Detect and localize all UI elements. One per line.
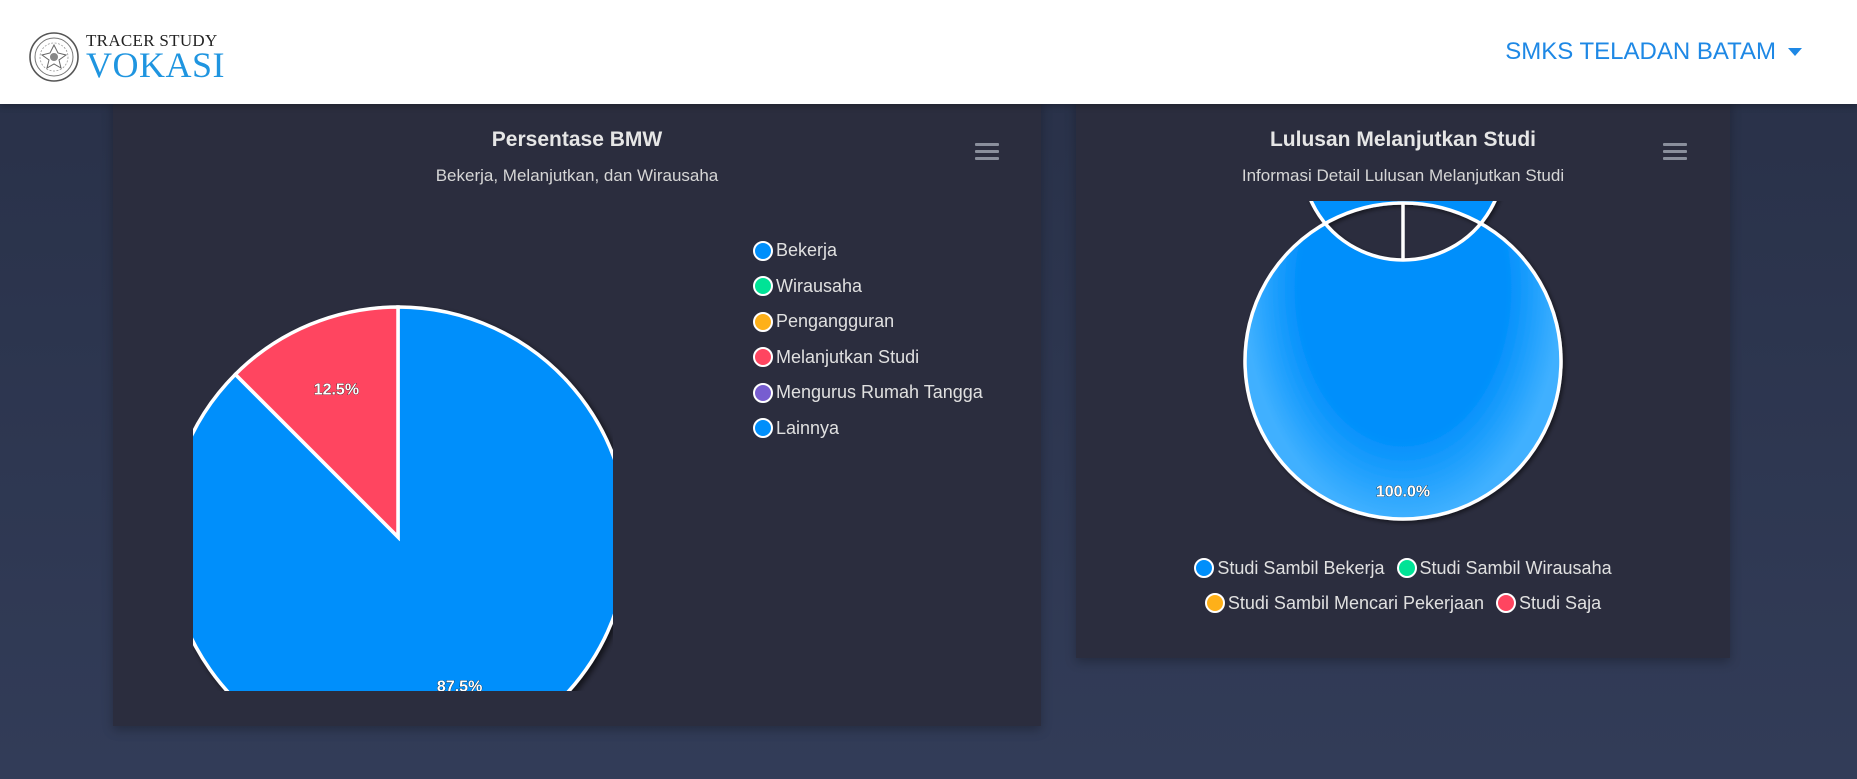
legend-item-studi-sambil-wirausaha[interactable]: Studi Sambil Wirausaha <box>1396 556 1612 580</box>
legend-item-studi-sambil-bekerja[interactable]: Studi Sambil Bekerja <box>1194 556 1385 580</box>
bmw-chart-subtitle: Bekerja, Melanjutkan, dan Wirausaha <box>435 166 719 185</box>
legend-item-studi-saja[interactable]: Studi Saja <box>1496 591 1601 615</box>
caret-down-icon <box>1788 48 1802 56</box>
legend-marker-icon <box>1396 558 1417 578</box>
legend-item-studi-sambil-mencari-pekerjaan[interactable]: Studi Sambil Mencari Pekerjaan <box>1204 591 1485 615</box>
data-label-studi-sambil-bekerja: 100.0% <box>1376 484 1430 501</box>
legend-label: Studi Sambil Bekerja <box>1217 557 1385 578</box>
brand-subtitle: TRACER STUDY <box>86 31 218 50</box>
legend-marker-icon <box>753 382 773 403</box>
bmw-legend: Bekerja Wirausaha Pengangguran Melanjutkan … <box>753 233 983 446</box>
legend-marker-icon <box>1496 593 1517 613</box>
studi-chart-title: Lulusan Melanjutkan Studi <box>1269 128 1537 151</box>
studi-chart-subtitle: Informasi Detail Lulusan Melanjutkan Stu… <box>1241 166 1565 185</box>
top-navbar: TRACER STUDY VOKASI SMKS TELADAN BATAM <box>0 0 1857 104</box>
legend-item-bekerja[interactable]: Bekerja <box>753 233 983 269</box>
studi-legend: Studi Sambil Bekerja Studi Sambil Wirausa… <box>1076 556 1730 626</box>
legend-marker-icon <box>1194 558 1215 578</box>
brand-logo[interactable]: TRACER STUDY VOKASI <box>28 30 225 83</box>
legend-marker-icon <box>753 311 773 332</box>
legend-label: Lainnya <box>776 417 840 438</box>
school-dropdown-label: SMKS TELADAN BATAM <box>1505 38 1776 65</box>
legend-label: Studi Sambil Mencari Pekerjaan <box>1227 592 1485 613</box>
legend-item-pengangguran[interactable]: Pengangguran <box>753 304 983 340</box>
legend-label: Studi Sambil Wirausaha <box>1419 557 1612 578</box>
bmw-pie-chart: 87.5% 12.5% <box>193 305 613 691</box>
legend-marker-icon <box>753 418 773 439</box>
studi-chart-card: Lulusan Melanjutkan Studi Informasi Deta… <box>1076 96 1730 658</box>
legend-label: Bekerja <box>776 240 838 261</box>
donut-slice-studi-sambil-bekerja[interactable] <box>1243 201 1563 521</box>
legend-item-lainnya[interactable]: Lainnya <box>753 411 983 447</box>
legend-marker-icon <box>753 347 773 368</box>
legend-row: Studi Sambil Mencari Pekerjaan Studi Saja <box>1076 591 1730 615</box>
legend-label: Wirausaha <box>776 275 863 296</box>
legend-marker-icon <box>1204 593 1225 613</box>
legend-item-mengurus-rumah-tangga[interactable]: Mengurus Rumah Tangga <box>753 375 983 411</box>
hamburger-menu-icon[interactable] <box>975 143 999 161</box>
legend-label: Pengangguran <box>776 311 895 332</box>
legend-marker-icon <box>753 276 773 297</box>
school-dropdown[interactable]: SMKS TELADAN BATAM <box>1505 38 1802 66</box>
bmw-chart-card: Persentase BMW Bekerja, Melanjutkan, dan… <box>113 96 1041 726</box>
university-seal-icon <box>29 31 79 82</box>
pie-slice-melanjutkan-studi[interactable] <box>232 305 400 542</box>
data-label-melanjutkan-studi: 12.5% <box>314 381 359 398</box>
legend-item-melanjutkan-studi[interactable]: Melanjutkan Studi <box>753 340 983 376</box>
studi-donut-chart: 100.0% <box>1243 201 1563 521</box>
legend-label: Studi Saja <box>1519 592 1602 613</box>
legend-label: Melanjutkan Studi <box>776 346 920 367</box>
legend-item-wirausaha[interactable]: Wirausaha <box>753 269 983 305</box>
hamburger-menu-icon[interactable] <box>1663 143 1687 161</box>
bmw-chart-title: Persentase BMW <box>491 128 663 151</box>
brand-title: VOKASI <box>86 45 226 85</box>
legend-marker-icon <box>753 240 773 261</box>
data-label-bekerja: 87.5% <box>437 679 482 691</box>
pie-slice-bekerja[interactable] <box>193 305 613 691</box>
legend-row: Studi Sambil Bekerja Studi Sambil Wirausa… <box>1076 556 1730 580</box>
legend-label: Mengurus Rumah Tangga <box>776 382 983 403</box>
